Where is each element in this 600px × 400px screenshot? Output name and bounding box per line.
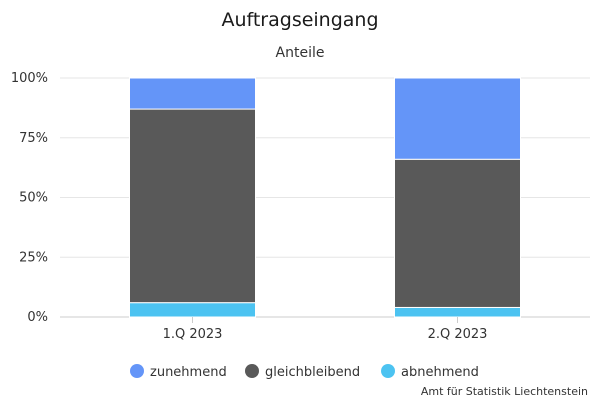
legend-label: gleichbleibend (265, 365, 360, 380)
chart-title: Auftragseingang (221, 9, 378, 31)
y-tick-label: 100% (11, 71, 48, 86)
bars (129, 77, 521, 318)
y-axis: 0% 25% 50% 75% 100% (11, 71, 48, 325)
bar-segment (129, 302, 256, 318)
legend-marker (381, 364, 395, 378)
x-tick-label: 1.Q 2023 (163, 327, 223, 342)
legend-item-gleichbleibend[interactable]: gleichbleibend (245, 364, 360, 380)
bar-segment (129, 108, 256, 304)
legend-label: abnehmend (401, 365, 479, 380)
credit-text: Amt für Statistik Liechtenstein (421, 385, 588, 398)
legend-item-abnehmend[interactable]: abnehmend (381, 364, 479, 380)
chart-subtitle: Anteile (276, 45, 325, 61)
bar-segment (394, 158, 521, 308)
legend-item-zunehmend[interactable]: zunehmend (130, 364, 227, 380)
bar-segment (129, 77, 256, 110)
bar-segment (394, 306, 521, 318)
legend-marker (245, 364, 259, 378)
legend-marker (130, 364, 144, 378)
x-axis: 1.Q 2023 2.Q 2023 (163, 317, 488, 342)
y-tick-label: 0% (27, 310, 48, 325)
y-tick-label: 25% (19, 250, 48, 265)
legend-label: zunehmend (150, 365, 227, 380)
bar-segment (394, 77, 521, 160)
x-tick-label: 2.Q 2023 (428, 327, 488, 342)
y-tick-label: 75% (19, 131, 48, 146)
legend: zunehmend gleichbleibend abnehmend (130, 364, 479, 380)
y-tick-label: 50% (19, 191, 48, 206)
